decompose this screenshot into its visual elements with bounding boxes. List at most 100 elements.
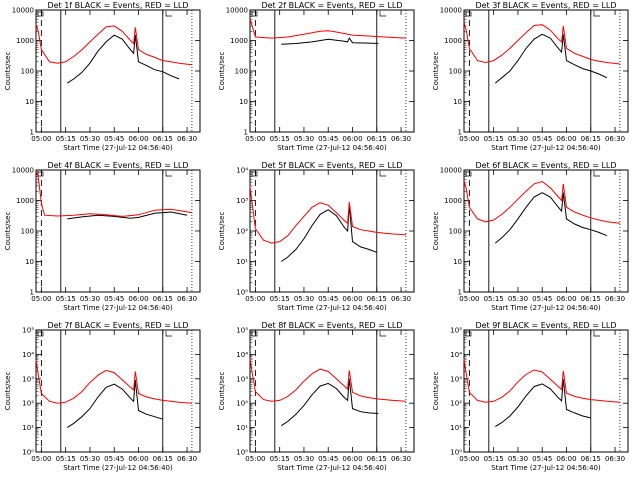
end-flag-icon bbox=[165, 171, 173, 177]
x-tick-label: 05:15 bbox=[270, 295, 290, 303]
chart-title: Det 4f BLACK = Events, RED = LLD bbox=[47, 161, 188, 170]
x-tick-label: 06:30 bbox=[391, 135, 411, 143]
x-tick-label: 05:00 bbox=[459, 135, 479, 143]
x-tick-label: 06:30 bbox=[391, 295, 411, 303]
chart-title: Det 5f BLACK = Events, RED = LLD bbox=[261, 161, 402, 170]
y-axis-label: Counts/sec bbox=[218, 52, 226, 91]
y-tick-label: 10² bbox=[450, 400, 462, 408]
series-line-black-events bbox=[67, 379, 163, 429]
series-line-black-events bbox=[281, 37, 379, 45]
series-line-red-lld bbox=[463, 180, 620, 224]
y-tick-label: 10⁵ bbox=[236, 327, 248, 335]
y-tick-label: 1 bbox=[30, 289, 34, 297]
y-tick-label: 10000 bbox=[12, 167, 34, 175]
series-line-black-events bbox=[281, 205, 377, 262]
x-tick-label: 05:15 bbox=[270, 455, 290, 463]
y-tick-label: 10³ bbox=[236, 197, 248, 205]
end-flag-icon bbox=[593, 11, 601, 17]
chart-panel-2: Det 2f BLACK = Events, RED = LLD 1 10 100 10… bbox=[218, 1, 415, 152]
x-axis-label: Start Time (27-Jul-12 04:56:40) bbox=[63, 304, 173, 312]
x-tick-label: 05:30 bbox=[508, 295, 528, 303]
x-tick-label: 05:45 bbox=[532, 295, 552, 303]
y-tick-label: 10¹ bbox=[450, 424, 462, 432]
x-axis-label: Start Time (27-Jul-12 04:56:40) bbox=[491, 464, 601, 472]
y-axis-label: Counts/sec bbox=[432, 372, 440, 411]
x-tick-label: 05:15 bbox=[484, 135, 504, 143]
y-tick-label: 10000 bbox=[440, 7, 462, 15]
x-tick-label: 05:00 bbox=[31, 455, 51, 463]
chart-title: Det 7f BLACK = Events, RED = LLD bbox=[47, 321, 188, 330]
y-tick-label: 10¹ bbox=[236, 258, 248, 266]
start-flag-icon bbox=[37, 171, 44, 177]
x-tick-label: 06:30 bbox=[605, 295, 625, 303]
series-line-black-events bbox=[494, 33, 608, 84]
y-tick-label: 10000 bbox=[12, 7, 34, 15]
plot-frame bbox=[249, 329, 415, 453]
chart-title: Det 2f BLACK = Events, RED = LLD bbox=[261, 1, 402, 10]
y-tick-label: 10000 bbox=[440, 167, 462, 175]
y-tick-label: 10 bbox=[239, 98, 248, 106]
x-axis-label: Start Time (27-Jul-12 04:56:40) bbox=[491, 144, 601, 152]
y-axis-label: Counts/sec bbox=[432, 212, 440, 251]
y-tick-label: 1000 bbox=[230, 37, 248, 45]
x-axis-label: Start Time (27-Jul-12 04:56:40) bbox=[277, 304, 387, 312]
y-tick-label: 10² bbox=[236, 400, 248, 408]
y-tick-label: 10⁰ bbox=[22, 449, 34, 457]
series-line-red-lld bbox=[249, 185, 406, 244]
x-tick-label: 05:15 bbox=[270, 135, 290, 143]
y-tick-label: 10 bbox=[25, 98, 34, 106]
y-axis-label: Counts/sec bbox=[218, 212, 226, 251]
end-flag-icon bbox=[593, 171, 601, 177]
x-axis-label: Start Time (27-Jul-12 04:56:40) bbox=[63, 144, 173, 152]
start-flag-icon bbox=[251, 331, 258, 337]
y-tick-label: 100 bbox=[235, 68, 248, 76]
y-tick-label: 10⁰ bbox=[236, 289, 248, 297]
x-tick-label: 05:00 bbox=[245, 295, 265, 303]
chart-panel-8: Det 8f BLACK = Events, RED = LLD 10⁰ 10¹ 10… bbox=[218, 321, 415, 472]
y-tick-label: 10² bbox=[236, 228, 248, 236]
x-tick-label: 06:00 bbox=[128, 295, 148, 303]
chart-panel-4: Det 4f BLACK = Events, RED = LLD 1 10 100 10… bbox=[4, 161, 201, 312]
y-tick-label: 10000 bbox=[226, 7, 248, 15]
y-tick-label: 10⁴ bbox=[236, 351, 248, 359]
x-tick-label: 06:15 bbox=[581, 135, 601, 143]
chart-title: Det 6f BLACK = Events, RED = LLD bbox=[475, 161, 616, 170]
x-tick-label: 05:45 bbox=[318, 295, 338, 303]
x-tick-label: 05:00 bbox=[245, 135, 265, 143]
end-flag-icon bbox=[165, 11, 173, 17]
y-tick-label: 1 bbox=[458, 129, 462, 137]
y-tick-label: 10³ bbox=[22, 375, 34, 383]
x-tick-label: 05:30 bbox=[508, 455, 528, 463]
y-tick-label: 10⁴ bbox=[236, 167, 248, 175]
start-flag-icon bbox=[251, 11, 258, 17]
x-tick-label: 05:45 bbox=[104, 135, 124, 143]
x-tick-label: 05:00 bbox=[31, 135, 51, 143]
y-tick-label: 10⁴ bbox=[450, 351, 462, 359]
chart-panel-1: Det 1f BLACK = Events, RED = LLD 1 10 100 10… bbox=[4, 1, 201, 152]
chart-panel-3: Det 3f BLACK = Events, RED = LLD 1 10 100 10… bbox=[432, 1, 629, 152]
x-tick-label: 05:00 bbox=[459, 295, 479, 303]
x-tick-label: 06:15 bbox=[581, 455, 601, 463]
series-line-red-lld bbox=[35, 359, 192, 404]
y-axis-label: Counts/sec bbox=[432, 52, 440, 91]
y-tick-label: 10¹ bbox=[236, 424, 248, 432]
y-tick-label: 10² bbox=[22, 400, 34, 408]
end-flag-icon bbox=[165, 331, 173, 337]
y-tick-label: 1000 bbox=[16, 37, 34, 45]
y-tick-label: 1 bbox=[458, 289, 462, 297]
series-line-black-events bbox=[494, 192, 608, 244]
x-tick-label: 06:00 bbox=[128, 135, 148, 143]
x-tick-label: 05:15 bbox=[484, 455, 504, 463]
x-tick-label: 05:00 bbox=[245, 455, 265, 463]
start-flag-icon bbox=[465, 11, 472, 17]
x-tick-label: 06:15 bbox=[153, 135, 173, 143]
chart-panel-7: Det 7f BLACK = Events, RED = LLD 10⁰ 10¹ 10… bbox=[4, 321, 201, 472]
x-tick-label: 06:30 bbox=[605, 135, 625, 143]
x-tick-label: 05:00 bbox=[459, 455, 479, 463]
series-line-red-lld bbox=[35, 171, 192, 217]
chart-panel-6: Det 6f BLACK = Events, RED = LLD 1 10 100 10… bbox=[432, 161, 629, 312]
y-tick-label: 10⁰ bbox=[450, 449, 462, 457]
y-tick-label: 1 bbox=[30, 129, 34, 137]
y-axis-label: Counts/sec bbox=[4, 212, 12, 251]
y-tick-label: 10³ bbox=[236, 375, 248, 383]
